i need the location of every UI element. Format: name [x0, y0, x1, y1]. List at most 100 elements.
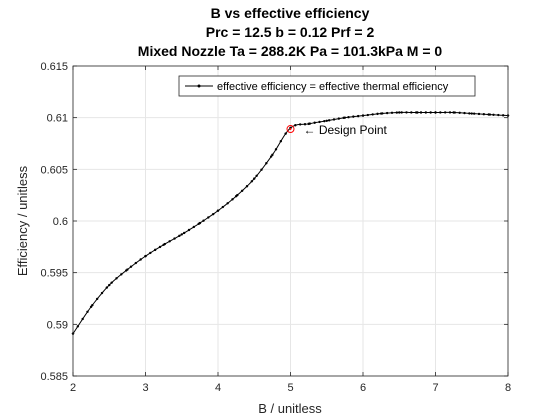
series-marker [400, 111, 403, 114]
title-line-2: Prc = 12.5 b = 0.12 Prf = 2 [206, 24, 375, 40]
data-point [162, 243, 165, 246]
series-marker [294, 124, 297, 127]
series-marker [139, 258, 142, 261]
chart-title: B vs effective efficiency Prc = 12.5 b =… [138, 5, 443, 59]
y-axis-label: Efficiency / unitless [15, 165, 30, 276]
series-marker [182, 231, 186, 235]
x-tick-label: 8 [505, 382, 511, 394]
series-marker [323, 119, 326, 123]
series-marker [327, 119, 331, 122]
data-point [343, 116, 347, 119]
series-marker [265, 162, 268, 165]
x-tick-labels: 2 3 4 5 6 7 8 [70, 382, 511, 394]
series-marker [153, 248, 157, 252]
data-point [452, 111, 455, 114]
series-marker [347, 115, 350, 119]
title-line-3: Mixed Nozzle Ta = 288.2K Pa = 101.3kPa M… [138, 43, 443, 59]
series-marker [207, 216, 210, 219]
series-marker [376, 112, 379, 116]
series-marker [231, 198, 234, 201]
series-marker [472, 112, 476, 115]
data-point [198, 221, 202, 225]
series-marker [221, 205, 225, 209]
x-tick-label: 3 [142, 382, 148, 394]
series-marker [356, 114, 360, 118]
series-marker [371, 113, 374, 116]
series-marker [463, 111, 466, 115]
series-marker [95, 297, 99, 301]
data-point [180, 233, 183, 236]
data-point [307, 122, 310, 126]
data-point [398, 111, 401, 114]
data-point [379, 112, 383, 115]
y-tick-label: 0.595 [40, 268, 68, 280]
series-marker [211, 212, 215, 216]
data-point [234, 195, 238, 198]
series-marker [443, 111, 447, 114]
data-point [416, 111, 419, 114]
series-marker [81, 317, 84, 321]
y-tick-label: 0.615 [40, 61, 68, 73]
x-tick-label: 2 [70, 382, 76, 394]
y-tick-label: 0.605 [40, 164, 68, 176]
data-point [488, 113, 492, 116]
series-marker [332, 118, 336, 121]
series-marker [439, 111, 442, 114]
series-marker [458, 111, 461, 114]
series-marker [187, 228, 191, 232]
series-marker [303, 123, 307, 126]
series-marker [395, 111, 399, 114]
series-marker [105, 286, 109, 289]
x-tick-label: 7 [432, 382, 438, 394]
series-marker [477, 112, 481, 116]
x-axis-label: B / unitless [258, 401, 322, 416]
data-point [470, 112, 473, 115]
series-marker [173, 237, 176, 240]
series-marker [134, 261, 138, 265]
series-marker [86, 310, 89, 314]
series-marker [274, 148, 278, 151]
series-marker [424, 111, 428, 114]
series-marker [279, 140, 283, 143]
x-tick-label: 6 [360, 382, 366, 394]
data-point [216, 209, 220, 212]
series-marker [255, 174, 258, 177]
series-marker [178, 234, 181, 238]
series-marker [250, 180, 254, 183]
series-marker [385, 111, 389, 115]
series-marker [390, 111, 394, 114]
axis-ticks [72, 65, 509, 377]
design-point-group: ← Design Point [286, 123, 388, 137]
x-tick-label: 4 [215, 382, 221, 394]
series-marker [168, 240, 171, 243]
series-marker [482, 113, 486, 116]
series-marker [419, 111, 423, 114]
series-marker [76, 325, 80, 328]
series-marker [120, 273, 123, 276]
series-marker [110, 281, 113, 284]
data-point [253, 177, 256, 180]
series-markers [71, 111, 510, 335]
y-tick-labels: 0.585 0.59 0.595 0.6 0.605 0.61 0.615 [40, 61, 68, 383]
series-marker [501, 114, 505, 117]
design-point-center [289, 128, 292, 131]
y-tick-label: 0.61 [47, 113, 68, 125]
series-marker [313, 121, 316, 124]
legend: effective efficiency = effective thermal… [178, 75, 476, 97]
series-marker [352, 115, 355, 118]
series-group [71, 111, 510, 335]
title-line-1: B vs effective efficiency [211, 5, 370, 21]
series-marker [158, 245, 162, 249]
data-point [361, 114, 365, 117]
legend-box [178, 75, 476, 97]
series-marker [429, 111, 432, 114]
data-point [144, 254, 147, 258]
data-point [126, 268, 129, 271]
data-point [89, 305, 93, 308]
data-point [271, 153, 274, 157]
data-point [108, 283, 111, 287]
series-marker [149, 251, 152, 255]
series-marker [269, 155, 273, 158]
series-marker [298, 123, 302, 126]
series-marker [226, 202, 229, 205]
